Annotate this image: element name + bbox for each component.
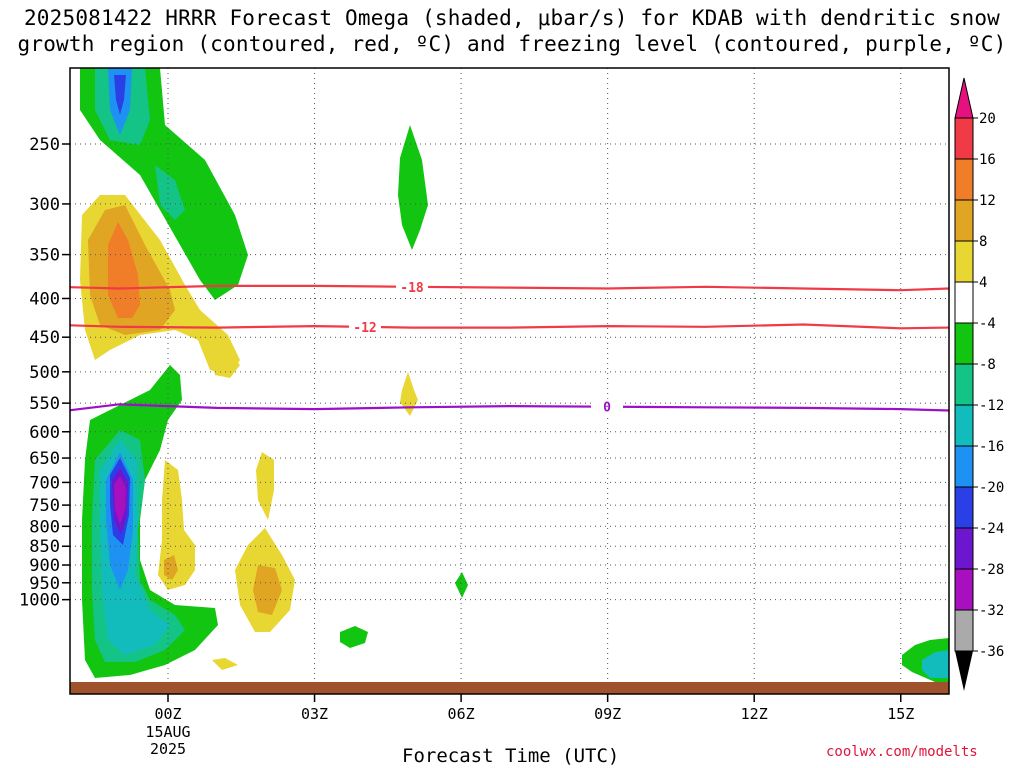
colorbar-swatch — [954, 322, 974, 365]
colorbar-swatch — [954, 158, 974, 201]
colorbar-swatch — [954, 240, 974, 283]
y-tick-label: 300 — [29, 195, 60, 215]
colorbar-swatch — [954, 527, 974, 570]
colorbar-swatch — [954, 445, 974, 488]
colorbar-label: -20 — [979, 480, 1004, 496]
colorbar-bottom-arrow — [955, 651, 973, 691]
colorbar-swatch — [954, 568, 974, 611]
omega-region-yellow-lower2 — [256, 452, 274, 520]
plot-frame — [69, 67, 950, 695]
colorbar-swatch — [954, 404, 974, 447]
omega-region-orange-upper — [108, 222, 140, 318]
contour-label-bg — [591, 398, 623, 415]
colorbar-top-arrow — [954, 77, 974, 119]
y-tick-label: 250 — [29, 135, 60, 155]
colorbar-label: -4 — [979, 316, 996, 332]
colorbar-label: 12 — [979, 193, 996, 209]
colorbar-label: -24 — [979, 521, 1004, 537]
colorbar-label: -12 — [979, 398, 1004, 414]
colorbar-label: 16 — [979, 152, 996, 168]
omega-region-teal-right — [922, 650, 949, 678]
omega-region-yellow-mid — [400, 372, 418, 416]
colorbar-label: -28 — [979, 562, 1004, 578]
x-tick-label: 09Z — [594, 705, 621, 723]
colorbar-label: -16 — [979, 439, 1004, 455]
y-axis: 2503003504004505005506006507007508008509… — [19, 135, 70, 611]
y-tick-label: 900 — [29, 556, 60, 576]
x-tick-label: 06Z — [448, 705, 475, 723]
chart-title-line2: growth region (contoured, red, ºC) and f… — [17, 32, 1007, 56]
omega-region-tan-lower3 — [253, 565, 282, 615]
y-tick-label: 450 — [29, 328, 60, 348]
y-tick-label: 550 — [29, 394, 60, 414]
contour-lines: -18 -12 0 — [70, 278, 949, 416]
ground-surface-bar — [70, 682, 949, 694]
chart-title-line1: 2025081422 HRRR Forecast Omega (shaded, … — [23, 6, 1001, 30]
contour-label: -12 — [353, 321, 376, 336]
contour-label: -18 — [400, 281, 424, 296]
colorbar: 20 16 12 8 4 -4 -8 -12 -16 -20 -24 -28 -32 -36 — [954, 77, 1004, 691]
y-tick-label: 700 — [29, 473, 60, 493]
y-tick-label: 1000 — [19, 591, 60, 611]
omega-region-yellow-small1 — [212, 658, 238, 670]
x-tick-label: 12Z — [741, 705, 768, 723]
omega-region-yellow-lower1 — [158, 460, 195, 590]
colorbar-label: 20 — [979, 111, 996, 127]
y-tick-label: 600 — [29, 423, 60, 443]
x-tick-date-label: 15AUG — [145, 723, 190, 741]
x-tick-label: 03Z — [301, 705, 328, 723]
colorbar-label: -32 — [979, 603, 1004, 619]
colorbar-swatch — [954, 363, 974, 406]
y-tick-label: 850 — [29, 537, 60, 557]
y-tick-label: 750 — [29, 496, 60, 516]
omega-region-green-small1 — [455, 572, 468, 598]
omega-region-purple-lower — [114, 476, 126, 525]
omega-region-green-spike — [398, 125, 428, 250]
y-tick-label: 950 — [29, 574, 60, 594]
y-tick-label: 650 — [29, 449, 60, 469]
contour-line — [70, 323, 949, 330]
colorbar-label: -36 — [979, 644, 1004, 660]
y-tick-label: 500 — [29, 363, 60, 383]
x-tick-label: 00Z — [154, 705, 181, 723]
contour-label-bg — [349, 318, 381, 335]
x-axis-title: Forecast Time (UTC) — [402, 745, 620, 767]
credit-text: coolwx.com/modelts — [826, 744, 978, 760]
omega-region-darkblue-upper — [114, 75, 126, 115]
y-tick-label: 800 — [29, 517, 60, 537]
omega-region-green-small2 — [340, 626, 368, 648]
colorbar-label: 8 — [979, 234, 987, 250]
y-tick-label: 400 — [29, 289, 60, 309]
colorbar-swatch — [954, 281, 974, 324]
colorbar-swatch — [954, 117, 974, 160]
omega-region-cyan-mid — [155, 165, 185, 220]
contour-line — [70, 284, 949, 292]
colorbar-label: 4 — [979, 275, 987, 291]
colorbar-swatch — [954, 609, 974, 652]
colorbar-label: -8 — [979, 357, 996, 373]
colorbar-swatch — [954, 486, 974, 529]
x-tick-label: 15Z — [887, 705, 914, 723]
omega-region-yellow-small2 — [208, 340, 240, 378]
y-tick-label: 350 — [29, 246, 60, 266]
contour-label-bg — [396, 278, 428, 295]
colorbar-swatch — [954, 199, 974, 242]
contour-label: 0 — [603, 401, 611, 416]
x-tick-year-label: 2025 — [150, 740, 186, 758]
contour-line — [70, 403, 949, 412]
